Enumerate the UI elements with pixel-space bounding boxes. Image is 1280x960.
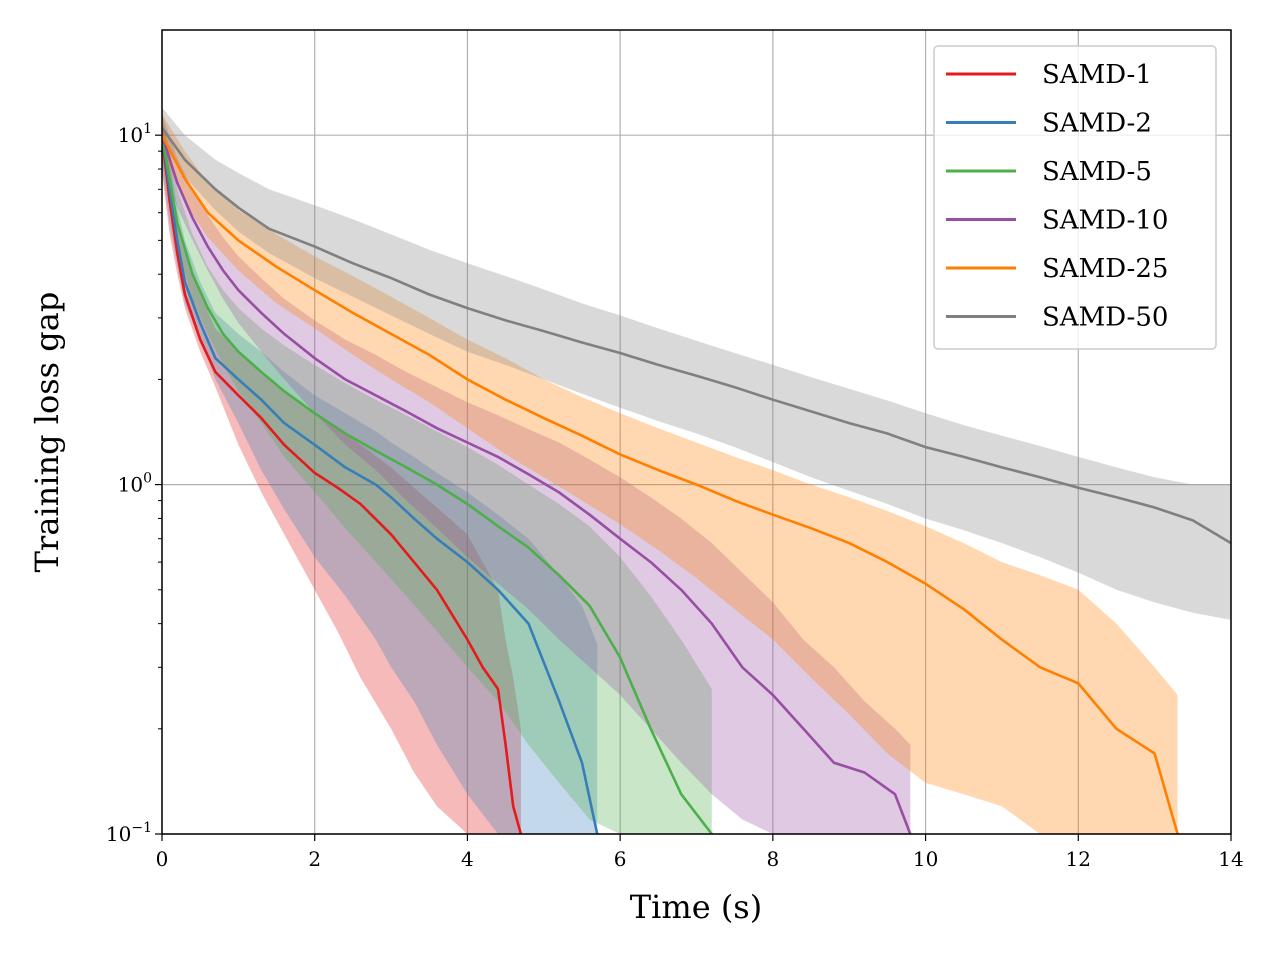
x-tick-label: 14 xyxy=(1218,847,1243,871)
samd-50-band xyxy=(162,107,1231,620)
legend-label-samd-10: SAMD-10 xyxy=(1042,206,1168,236)
series-lines xyxy=(162,127,1231,834)
samd-10-line xyxy=(162,134,912,834)
x-tick-label: 6 xyxy=(614,847,627,871)
x-axis-label: Time (s) xyxy=(630,888,762,926)
y-axis-label: Training loss gap xyxy=(28,292,66,573)
y-tick-exponent: −1 xyxy=(131,820,152,836)
plot-frame xyxy=(161,29,1232,835)
samd-5-band xyxy=(162,114,712,834)
legend-label-samd-5: SAMD-5 xyxy=(1042,157,1152,187)
samd-2-band xyxy=(162,120,598,834)
samd-2-line xyxy=(162,135,599,834)
samd-1-band xyxy=(162,120,521,834)
y-tick-label: 101 xyxy=(118,121,152,147)
samd-50-line xyxy=(162,127,1231,545)
y-tick-label: 10−1 xyxy=(106,820,152,846)
y-tick-base: 10 xyxy=(106,822,131,846)
x-tick-label: 10 xyxy=(913,847,938,871)
legend-label-samd-50: SAMD-50 xyxy=(1042,303,1168,333)
legend: SAMD-1 SAMD-2 SAMD-5 SAMD-10 SAMD-25 SAMD-50 xyxy=(933,45,1217,350)
samd-10-band xyxy=(162,114,911,834)
x-tick-label: 12 xyxy=(1066,847,1091,871)
samd-5-line xyxy=(162,134,713,834)
y-tick-base: 10 xyxy=(118,123,143,147)
x-tick-label: 4 xyxy=(461,847,474,871)
samd-25-line xyxy=(162,134,1179,834)
legend-label-samd-25: SAMD-25 xyxy=(1042,254,1168,284)
samd-1-line xyxy=(162,135,523,834)
y-tick-base: 10 xyxy=(118,473,143,497)
x-tick-label: 0 xyxy=(156,847,169,871)
x-tick-label: 2 xyxy=(308,847,321,871)
legend-label-samd-1: SAMD-1 xyxy=(1042,60,1152,90)
x-tick-label: 8 xyxy=(766,847,779,871)
y-tick-label: 100 xyxy=(118,471,152,497)
y-tick-exponent: 1 xyxy=(143,121,152,137)
legend-label-samd-2: SAMD-2 xyxy=(1042,109,1152,139)
y-tick-exponent: 0 xyxy=(143,471,152,487)
